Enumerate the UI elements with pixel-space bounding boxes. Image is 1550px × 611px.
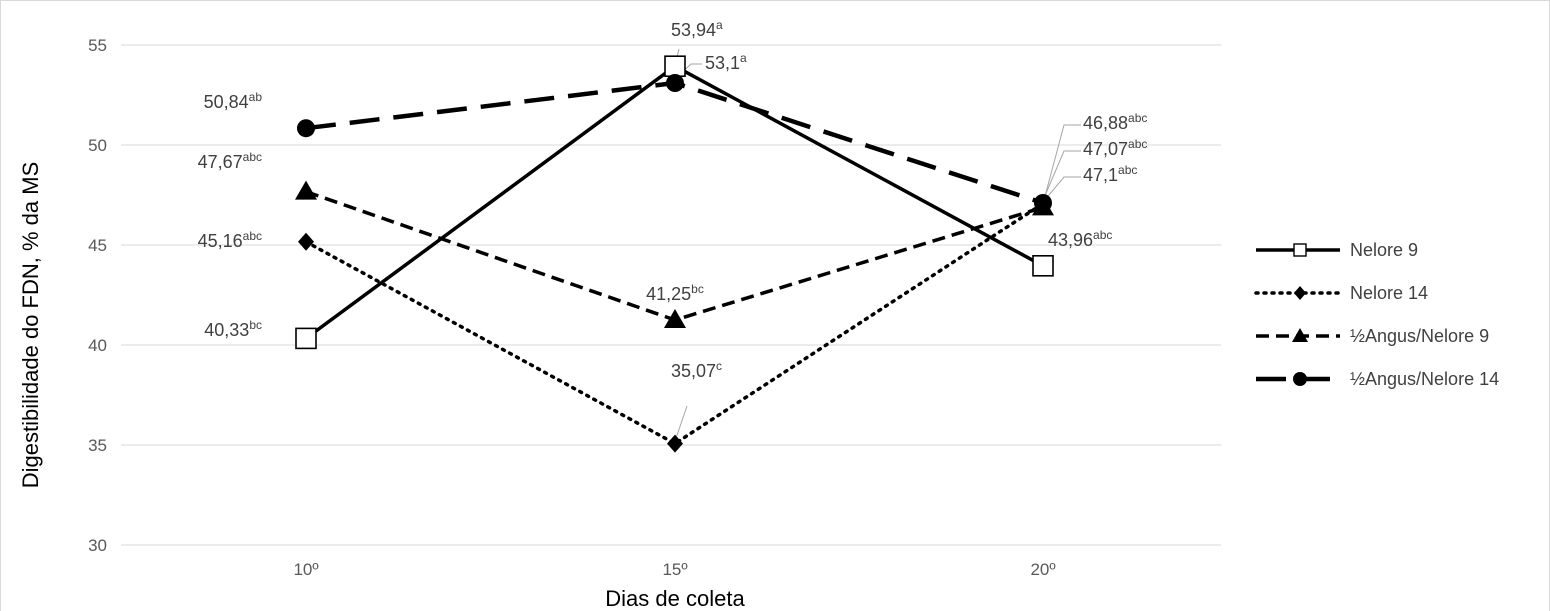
legend-marker-nelore-14: [1294, 286, 1306, 300]
x-axis-ticks: 10º 15º 20º: [293, 560, 1055, 579]
data-label-nelore-9-2: 53,94a: [671, 18, 723, 40]
legend-label-nelore-9: Nelore 9: [1350, 240, 1418, 260]
data-label-nelore-14-3: 47,07abc: [1083, 137, 1147, 159]
data-label-nelore-9-1: 40,33bc: [204, 318, 262, 340]
legend-item-angus-nelore-14: ½Angus/Nelore 14: [1256, 369, 1499, 389]
y-axis-ticks: 30 35 40 45 50 55: [88, 36, 107, 555]
marker-nelore-14-1: [298, 232, 314, 251]
marker-angus-nelore-14-3: [1034, 194, 1052, 212]
legend-item-angus-nelore-9: ½Angus/Nelore 9: [1256, 326, 1489, 346]
marker-nelore-9-2: [664, 55, 686, 78]
marker-angus-nelore-9-2: [664, 309, 686, 328]
y-tick-label-55: 55: [88, 36, 107, 55]
y-tick-label-30: 30: [88, 536, 107, 555]
series-markers: [295, 55, 1054, 453]
x-tick-label-2: 15º: [662, 560, 687, 579]
y-tick-label-40: 40: [88, 336, 107, 355]
marker-angus-nelore-14-1: [297, 119, 315, 138]
data-label-nelore-14-1: 45,16abc: [198, 229, 262, 251]
marker-angus-nelore-14-2: [666, 74, 684, 92]
x-tick-label-1: 10º: [293, 560, 318, 579]
leader-angus-nelore-14-3: [1043, 176, 1081, 202]
marker-angus-nelore-9-1: [295, 180, 317, 200]
series-line-nelore-14: [304, 201, 1045, 446]
legend-label-nelore-14: Nelore 14: [1350, 283, 1428, 303]
legend-label-angus-nelore-9: ½Angus/Nelore 9: [1350, 326, 1489, 346]
data-label-angus-nelore-9-2: 41,25bc: [646, 282, 704, 304]
y-axis-title: Digestibilidade do FDN, % da MS: [18, 162, 43, 488]
leader-nelore-14-3: [1043, 150, 1081, 199]
data-label-nelore-9-3: 43,96abc: [1048, 228, 1112, 250]
legend-item-nelore-14: Nelore 14: [1254, 283, 1428, 303]
legend-marker-nelore-9: [1293, 243, 1307, 257]
data-label-angus-nelore-9-1: 47,67abc: [198, 150, 262, 172]
legend-item-nelore-9: Nelore 9: [1256, 240, 1418, 260]
data-label-angus-nelore-14-2: 53,1a: [705, 51, 747, 73]
data-label-angus-nelore-14-3: 47,1abc: [1083, 163, 1137, 185]
legend: Nelore 9 Nelore 14 ½Angus/Nelore 9 ½Angus/N…: [1254, 240, 1499, 389]
x-tick-label-3: 20º: [1030, 560, 1055, 579]
data-label-nelore-14-2: 35,07c: [671, 359, 722, 381]
legend-marker-angus-nelore-9: [1292, 328, 1308, 342]
y-tick-label-35: 35: [88, 436, 107, 455]
marker-nelore-14-2: [667, 434, 683, 453]
data-label-angus-nelore-9-3: 46,88abc: [1083, 111, 1147, 133]
label-leader-lines: [674, 48, 1081, 442]
legend-label-angus-nelore-14: ½Angus/Nelore 14: [1350, 369, 1499, 389]
leader-angus-nelore-9-3: [1043, 124, 1081, 201]
data-label-angus-nelore-14-1: 50,84ab: [204, 90, 263, 112]
y-tick-label-45: 45: [88, 236, 107, 255]
leader-nelore-14-2: [674, 405, 688, 442]
x-axis-title: Dias de coleta: [605, 586, 745, 611]
marker-nelore-9-1: [295, 327, 317, 350]
data-labels: 40,33bc 53,94a 43,96abc 45,16abc 35,07c 47,07…: [198, 18, 1148, 381]
y-tick-label-50: 50: [88, 136, 107, 155]
marker-nelore-9-3: [1032, 255, 1054, 277]
legend-marker-angus-nelore-14: [1293, 372, 1307, 386]
